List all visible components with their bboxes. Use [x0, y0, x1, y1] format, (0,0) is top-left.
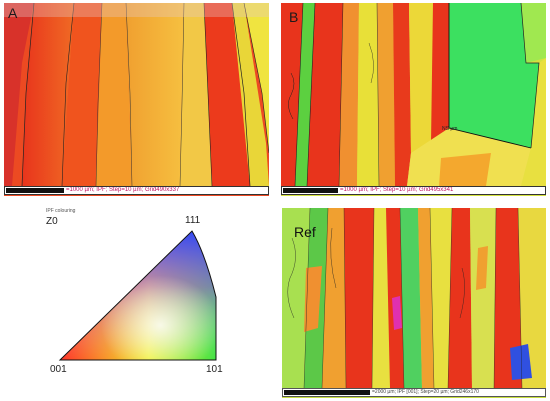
ebsd-map-b-image	[281, 3, 546, 196]
ipf-corner-001: 001	[50, 364, 67, 375]
scale-bar-a-line	[6, 188, 64, 193]
panel-letter-b: B	[289, 9, 299, 25]
ipf-corner-101: 101	[206, 364, 223, 375]
ebsd-map-ref: Ref =2000 µm; IPF [001]; Step=20 µm; Gri…	[282, 208, 546, 398]
ipf-corner-111: 111	[185, 215, 201, 226]
scale-bar-b-caption: =1000 µm; IPF; Step=10 µm; Grid495x341	[340, 187, 454, 193]
scale-bar-ref-line	[284, 390, 370, 395]
ipf-triangle	[58, 230, 217, 361]
ipf-legend: IPF colouring Z0 111 001 101	[0, 203, 275, 401]
ebsd-map-a-image	[4, 3, 269, 196]
ebsd-map-a: A =1000 µm; IPF; Step=10 µm; Grid490x337	[4, 3, 269, 196]
scale-bar-b-line	[283, 188, 338, 193]
panel-letter-ref: Ref	[294, 224, 316, 240]
ebsd-map-b: B NS µm =1000 µm; IPF; Step=10 µm; Grid4…	[281, 3, 546, 196]
scale-bar-b: =1000 µm; IPF; Step=10 µm; Grid495x341	[281, 186, 546, 195]
scale-bar-a-caption: =1000 µm; IPF; Step=10 µm; Grid490x337	[66, 187, 180, 193]
ipf-axis-label: Z0	[46, 216, 58, 227]
scale-bar-a: =1000 µm; IPF; Step=10 µm; Grid490x337	[4, 186, 269, 195]
ipf-caption: IPF colouring	[46, 208, 76, 214]
scale-bar-ref-caption: =2000 µm; IPF [001]; Step=20 µm; Grid246…	[372, 389, 479, 395]
panel-b-annotation: NS µm	[442, 126, 458, 132]
scale-bar-ref: =2000 µm; IPF [001]; Step=20 µm; Grid246…	[282, 388, 546, 397]
panel-letter-a: A	[8, 5, 18, 21]
ebsd-map-ref-image	[282, 208, 546, 398]
